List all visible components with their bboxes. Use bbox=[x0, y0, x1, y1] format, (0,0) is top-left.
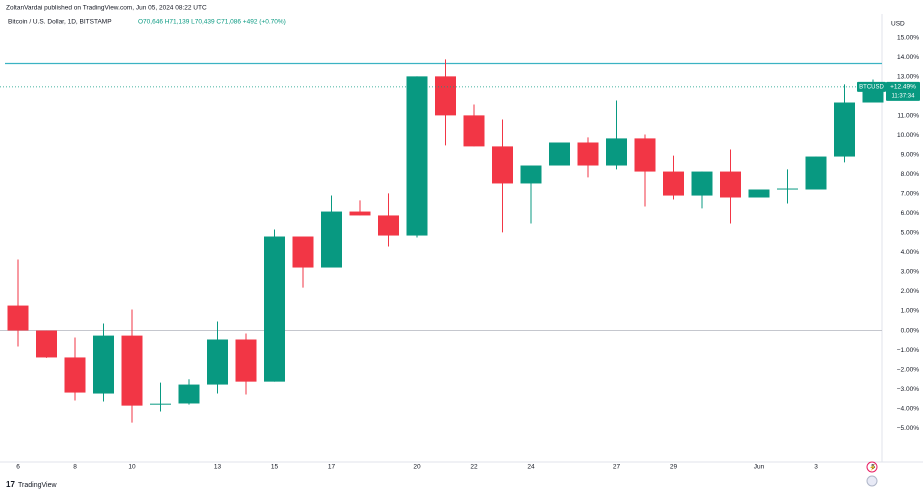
candle-body bbox=[406, 76, 428, 236]
candle-body bbox=[577, 142, 599, 166]
brand: TradingView bbox=[18, 482, 57, 489]
price-tag bbox=[886, 81, 920, 101]
candle-body bbox=[207, 339, 228, 385]
y-tick-label: 5.00% bbox=[901, 230, 920, 237]
price-tag-change: +12.49% bbox=[890, 84, 916, 91]
y-tick-label: 13.00% bbox=[897, 74, 919, 81]
x-tick-label: 5 bbox=[871, 464, 875, 471]
candle-body bbox=[748, 189, 770, 198]
y-tick-label: 9.00% bbox=[901, 152, 920, 159]
candle-body bbox=[36, 330, 57, 358]
x-tick-label: Jun bbox=[754, 464, 765, 471]
y-tick-label: −4.00% bbox=[897, 405, 919, 412]
y-tick-label: 8.00% bbox=[901, 171, 920, 178]
x-tick-label: 22 bbox=[470, 464, 478, 471]
symbol-tag-text: BTCUSD bbox=[859, 84, 884, 90]
axis-unit: USD bbox=[891, 21, 905, 28]
candle-body bbox=[150, 403, 171, 405]
brand-logo: 17 bbox=[6, 480, 15, 489]
candle-body bbox=[663, 171, 684, 196]
price-tag-countdown: 11:37:34 bbox=[892, 93, 916, 99]
candle-body bbox=[520, 165, 542, 184]
y-tick-label: 10.00% bbox=[897, 132, 919, 139]
y-tick-label: 14.00% bbox=[897, 54, 919, 61]
y-tick-label: 11.00% bbox=[897, 113, 919, 120]
symbol-tag bbox=[857, 81, 886, 92]
symbol-title: Bitcoin / U.S. Dollar, 1D, BITSTAMP bbox=[8, 19, 112, 26]
event-icon[interactable] bbox=[866, 461, 878, 473]
y-tick-label: −5.00% bbox=[897, 425, 919, 432]
candle-body bbox=[549, 142, 570, 166]
candle-body bbox=[7, 305, 29, 331]
y-tick-label: 1.00% bbox=[901, 308, 920, 315]
candle-body bbox=[121, 335, 143, 406]
x-tick-label: 6 bbox=[16, 464, 20, 471]
x-tick-label: 13 bbox=[214, 464, 222, 471]
candle-body bbox=[834, 102, 855, 157]
candle-body bbox=[93, 335, 114, 394]
candle-body bbox=[178, 384, 200, 404]
candle-body bbox=[606, 138, 627, 166]
candle-body bbox=[691, 171, 713, 196]
flag-icon[interactable] bbox=[866, 475, 878, 487]
x-tick-label: 8 bbox=[73, 464, 77, 471]
candle-body bbox=[634, 138, 656, 172]
candle-body bbox=[378, 215, 399, 236]
x-tick-label: 27 bbox=[613, 464, 621, 471]
y-tick-label: 3.00% bbox=[901, 269, 920, 276]
y-tick-label: 7.00% bbox=[901, 191, 920, 198]
candle-body bbox=[435, 76, 456, 116]
candle-body bbox=[321, 211, 342, 268]
y-tick-label: 0.00% bbox=[901, 327, 920, 334]
y-tick-label: −3.00% bbox=[897, 386, 919, 393]
publisher: ZoltanVardai published on TradingView.co… bbox=[6, 5, 207, 12]
candle-body bbox=[720, 171, 741, 198]
candle-body bbox=[292, 236, 314, 268]
x-tick-label: 15 bbox=[271, 464, 279, 471]
y-tick-label: −1.00% bbox=[897, 347, 919, 354]
y-tick-label: 6.00% bbox=[901, 210, 920, 217]
candle-body bbox=[349, 211, 371, 216]
x-tick-label: 10 bbox=[128, 464, 136, 471]
candle-body bbox=[777, 188, 798, 190]
y-tick-label: 4.00% bbox=[901, 249, 920, 256]
candle-body bbox=[64, 357, 86, 393]
candle-body bbox=[463, 115, 485, 147]
x-tick-label: 17 bbox=[328, 464, 336, 471]
x-tick-label: 3 bbox=[814, 464, 818, 471]
candle-body bbox=[805, 156, 827, 190]
candle-body bbox=[264, 236, 285, 382]
candle-body bbox=[235, 339, 257, 382]
candle-body bbox=[492, 146, 513, 184]
y-tick-label: 2.00% bbox=[901, 288, 920, 295]
event-icon-glyph: ⚡ bbox=[869, 464, 876, 472]
y-tick-label: 15.00% bbox=[897, 35, 919, 42]
x-tick-label: 20 bbox=[413, 464, 421, 471]
x-tick-label: 29 bbox=[670, 464, 678, 471]
ohlc-values: O70,646 H71,139 L70,439 C71,086 +492 (+0… bbox=[138, 19, 286, 26]
y-tick-label: −2.00% bbox=[897, 366, 919, 373]
x-tick-label: 24 bbox=[527, 464, 535, 471]
